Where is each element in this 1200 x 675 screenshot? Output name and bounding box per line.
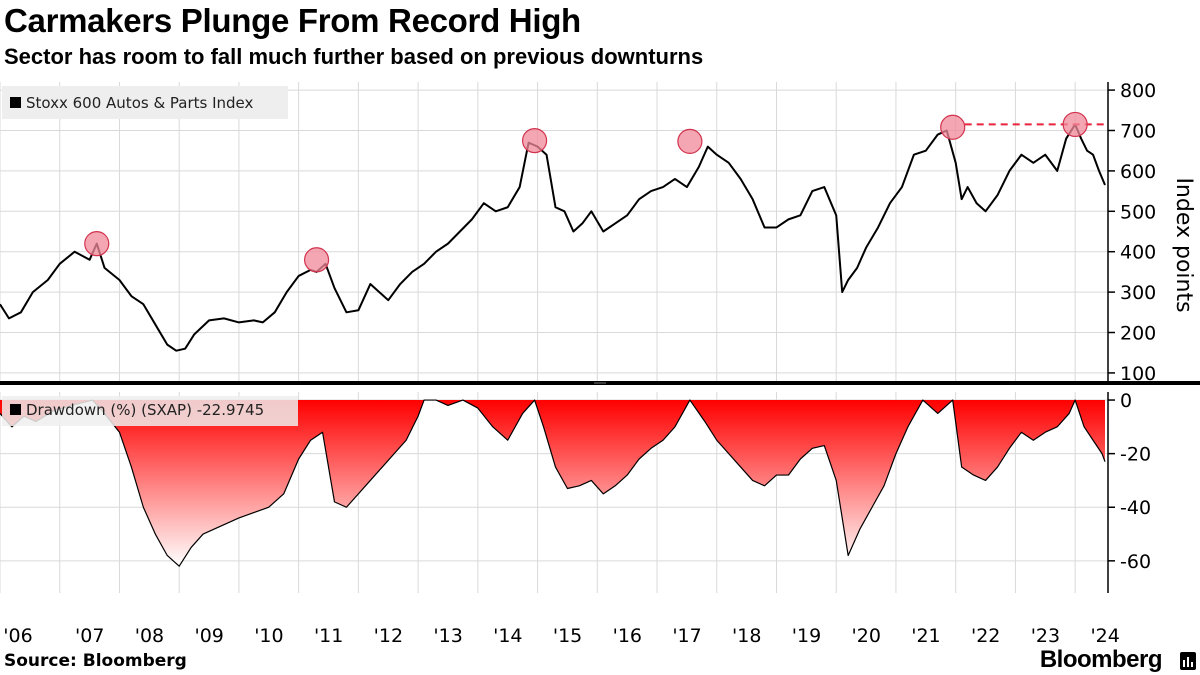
peak-marker (84, 231, 110, 257)
x-tick-label: '08 (135, 625, 164, 647)
index-series-line (0, 123, 1106, 352)
x-tick-label: '17 (672, 625, 701, 647)
drawdown-line (0, 399, 1106, 567)
x-tick-label: '12 (374, 625, 403, 647)
x-tick-label: '09 (194, 625, 223, 647)
x-tick-label: '21 (911, 625, 940, 647)
x-tick-label: '20 (852, 625, 881, 647)
x-tick-label: '10 (254, 625, 283, 647)
peak-marker (521, 127, 548, 154)
peak-markers (84, 111, 1088, 273)
y-tick-label: 400 (1120, 242, 1156, 264)
x-tick-label: '16 (613, 625, 642, 647)
y-tick-label: 800 (1120, 80, 1156, 102)
y-tick-label: -60 (1120, 551, 1151, 573)
source-note: Source: Bloomberg (4, 651, 187, 671)
bar-chart-icon (1180, 652, 1196, 670)
y-tick-label: 200 (1120, 323, 1156, 345)
y-tick-label: 300 (1120, 282, 1156, 304)
legend-swatch-index (10, 97, 21, 108)
drawdown-fill (0, 400, 1106, 567)
peak-marker (940, 114, 966, 140)
chart-title: Carmakers Plunge From Record High (4, 2, 581, 39)
y-tick-label: -20 (1120, 444, 1151, 466)
x-tick-label: '06 (3, 625, 32, 647)
x-tick-label: '14 (493, 625, 522, 647)
index-line (0, 123, 1108, 352)
legend-box-drawdown (2, 396, 298, 426)
x-tick-label: '19 (792, 625, 821, 647)
peak-marker (303, 247, 330, 273)
x-tick-label: '07 (75, 625, 104, 647)
x-tick-label: '18 (732, 625, 761, 647)
legend-label-drawdown: Drawdown (%) (SXAP) -22.9745 (26, 401, 264, 419)
x-tick-label: '23 (1031, 625, 1060, 647)
x-tick-label: '13 (433, 625, 462, 647)
x-tick-label: '24 (1090, 625, 1119, 647)
drawdown-area (0, 399, 1106, 567)
peak-marker (677, 128, 703, 154)
axes: '06 '07 '08 '09 '10 '11 '12 '13 '14 '15 '16 '17 '18 '… (0, 80, 1200, 647)
legend-label-index: Stoxx 600 Autos & Parts Index (26, 94, 254, 112)
y-tick-label: 100 (1120, 363, 1156, 385)
legends: Stoxx 600 Autos & Parts Index Drawdown (… (2, 86, 298, 426)
chart-subtitle: Sector has room to fall much further bas… (4, 44, 704, 69)
y-tick-label: 700 (1120, 120, 1156, 142)
y-axis-title: Index points (1171, 177, 1196, 312)
y-tick-label: 600 (1120, 161, 1156, 183)
y-tick-label: -40 (1120, 497, 1151, 519)
x-tick-label: '11 (314, 625, 343, 647)
x-tick-label: '15 (553, 625, 582, 647)
brand-logo: Bloomberg (1039, 646, 1163, 673)
y-tick-label: 500 (1120, 201, 1156, 223)
peak-marker (1062, 111, 1088, 138)
legend-swatch-drawdown (10, 404, 21, 415)
x-tick-label: '22 (971, 625, 1000, 647)
legend-box-index (2, 86, 288, 119)
y-tick-label: 0 (1120, 390, 1132, 412)
